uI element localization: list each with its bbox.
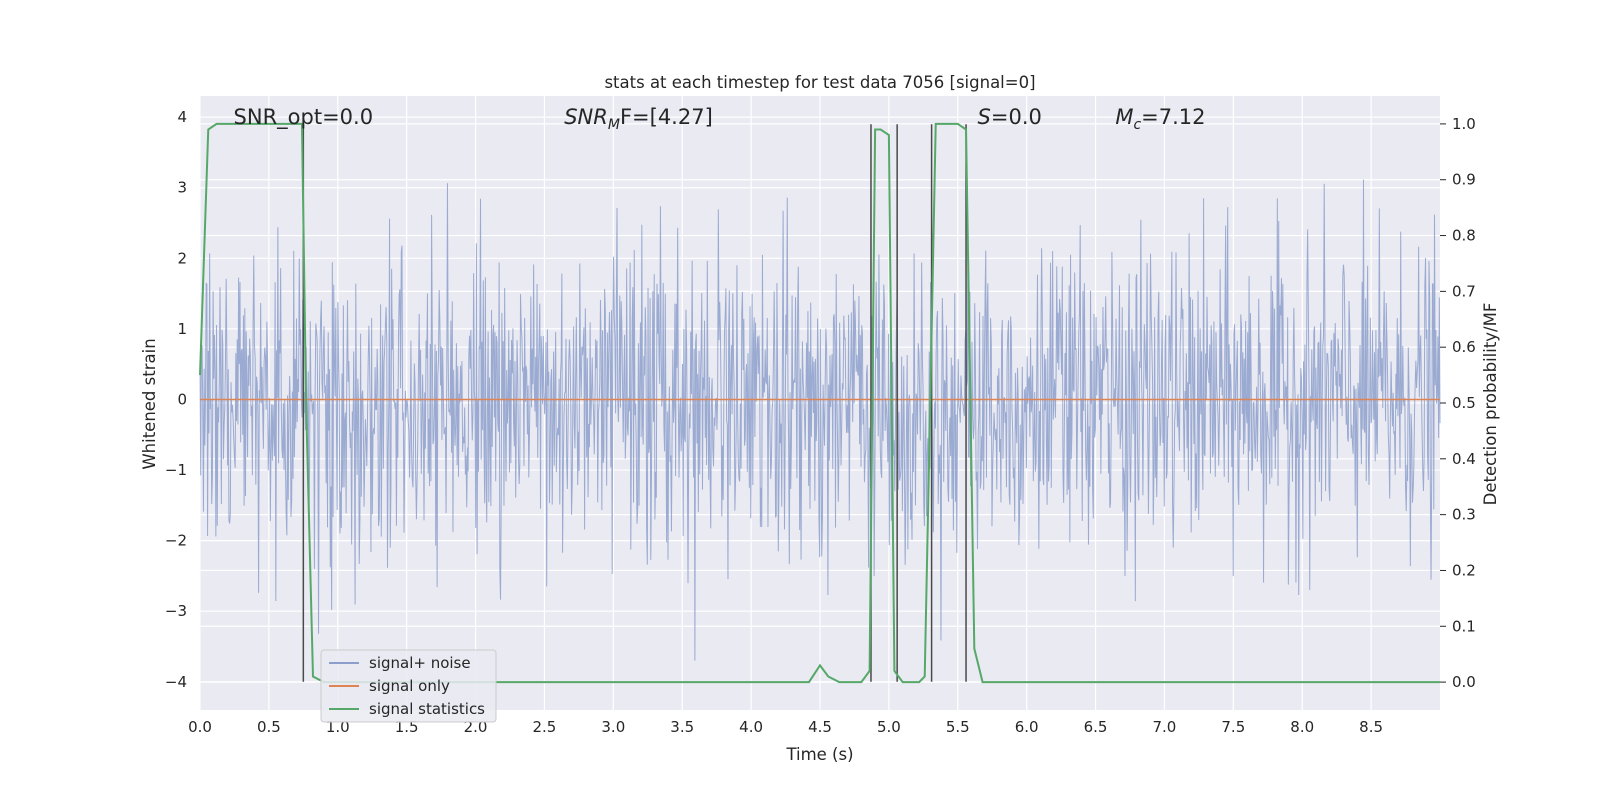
annotation-s-value: S=0.0 — [978, 105, 1042, 129]
y-right-tick-label: 0.6 — [1452, 338, 1476, 356]
x-tick-label: 6.5 — [1084, 718, 1108, 736]
legend-label-signal-plus-noise: signal+ noise — [369, 654, 471, 672]
y-right-tick-label: 0.2 — [1452, 561, 1476, 579]
y-right-tick-label: 1.0 — [1452, 115, 1476, 133]
chart-title: stats at each timestep for test data 705… — [604, 73, 1035, 92]
x-tick-label: 8.0 — [1290, 718, 1314, 736]
series-signal-statistics — [199, 122, 1440, 684]
legend: signal+ noise signal only signal statist… — [320, 649, 497, 723]
x-tick-label: 3.0 — [601, 718, 625, 736]
x-tick-label: 7.5 — [1221, 718, 1245, 736]
y-right-tick-label: 0.5 — [1452, 394, 1476, 412]
y-left-tick-label: 3 — [177, 179, 187, 197]
y-right-tick-label: 0.4 — [1452, 450, 1476, 468]
y-left-tick-label: 1 — [177, 320, 187, 338]
x-tick-label: 2.5 — [533, 718, 557, 736]
x-tick-label: 0.0 — [188, 718, 212, 736]
x-tick-label: 3.5 — [670, 718, 694, 736]
y-right-tick-label: 0.9 — [1452, 171, 1476, 189]
series-signal-plus-noise — [199, 179, 1441, 661]
y-axis-right-label: Detection probability/MF — [1481, 303, 1500, 506]
legend-box — [320, 649, 497, 723]
y-right-tick-label: 0.0 — [1452, 673, 1476, 691]
y-left-tick-label: −4 — [165, 673, 187, 691]
signal-plus-noise-line — [199, 179, 1441, 661]
x-tick-label: 5.5 — [946, 718, 970, 736]
y-right-tick-label: 0.7 — [1452, 282, 1476, 300]
y-left-tick-label: −1 — [165, 461, 187, 479]
y-right-tick-label: 0.3 — [1452, 506, 1476, 524]
y-right-tick-label: 0.1 — [1452, 617, 1476, 635]
y-left-tick-label: 0 — [177, 390, 187, 408]
x-axis-label: Time (s) — [785, 745, 853, 764]
legend-label-signal-statistics: signal statistics — [369, 700, 485, 718]
y-axis-left-ticks: 4 3 2 1 0 −1 −2 −3 −4 — [165, 108, 187, 691]
x-tick-label: 7.0 — [1153, 718, 1177, 736]
legend-label-signal-only: signal only — [369, 677, 450, 695]
x-tick-label: 0.5 — [257, 718, 281, 736]
x-tick-label: 8.5 — [1359, 718, 1383, 736]
x-tick-label: 5.0 — [877, 718, 901, 736]
annotations: SNR_opt=0.0 SNRMF=[4.27] S=0.0 Mc=7.12 — [234, 105, 1206, 133]
y-left-tick-label: 2 — [177, 249, 187, 267]
y-axis-left-label: Whitened strain — [140, 338, 159, 469]
y-right-tick-label: 0.8 — [1452, 227, 1476, 245]
x-tick-label: 4.5 — [808, 718, 832, 736]
y-left-tick-label: −2 — [165, 532, 187, 550]
annotation-snr-mf: SNRMF=[4.27] — [564, 105, 713, 133]
signal-statistics-line — [199, 122, 1440, 684]
annotation-snr-opt: SNR_opt=0.0 — [234, 105, 374, 130]
y-left-tick-label: −3 — [165, 602, 187, 620]
y-left-tick-label: 4 — [177, 108, 187, 126]
x-tick-label: 6.0 — [1015, 718, 1039, 736]
x-tick-label: 4.0 — [739, 718, 763, 736]
annotation-mc-value: Mc=7.12 — [1115, 105, 1205, 133]
y-axis-right-ticks: 1.0 0.9 0.8 0.7 0.6 0.5 0.4 0.3 0.2 0.1 0.0 — [1440, 115, 1476, 691]
